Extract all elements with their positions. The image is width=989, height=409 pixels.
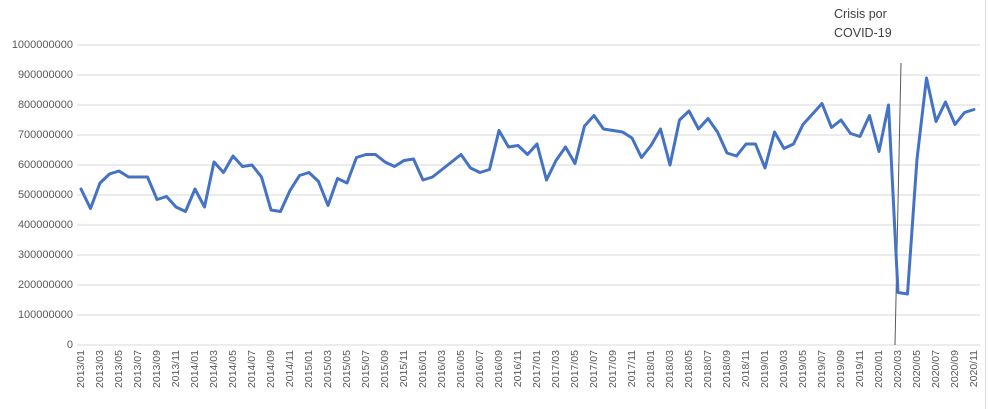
y-axis-tick-label: 1000000000 — [11, 39, 73, 51]
x-axis-tick-label: 2017/11 — [626, 350, 638, 388]
y-axis-tick-label: 900000000 — [17, 69, 73, 81]
x-axis-tick-label: 2016/09 — [493, 350, 505, 388]
x-axis-tick-label: 2017/03 — [550, 350, 562, 388]
x-axis-tick-label: 2018/05 — [683, 350, 695, 388]
x-axis-tick-label: 2020/05 — [911, 350, 923, 388]
x-axis-tick-label: 2018/07 — [702, 350, 714, 388]
y-axis-tick-label: 200000000 — [17, 279, 73, 291]
x-axis-tick-label: 2013/05 — [113, 350, 125, 388]
y-axis-tick-label: 400000000 — [17, 219, 73, 231]
x-axis-tick-label: 2014/07 — [246, 350, 258, 388]
data-series-line — [79, 76, 976, 296]
x-axis-tick-label: 2014/11 — [284, 350, 296, 388]
chart-border — [985, 0, 986, 409]
x-axis-tick-label: 2015/11 — [398, 350, 410, 388]
x-axis-tick-label: 2015/05 — [341, 350, 353, 388]
x-axis-tick-label: 2020/07 — [930, 350, 942, 388]
x-axis-tick-label: 2018/11 — [740, 350, 752, 388]
x-axis-tick-label: 2020/03 — [892, 350, 904, 388]
x-axis-tick-label: 2019/09 — [835, 350, 847, 388]
x-axis-tick-label: 2019/07 — [816, 350, 828, 388]
x-axis-tick-label: 2014/01 — [189, 350, 201, 388]
x-axis-tick-label: 2019/05 — [797, 350, 809, 388]
x-axis-tick-label: 2016/03 — [436, 350, 448, 388]
y-axis-tick-label: 500000000 — [17, 189, 73, 201]
x-axis-tick-label: 2020/01 — [873, 350, 885, 388]
x-axis-tick-label: 2020/11 — [968, 350, 980, 388]
x-axis-tick-label: 2015/03 — [322, 350, 334, 388]
x-axis-tick-label: 2013/11 — [170, 350, 182, 388]
x-axis-tick-label: 2014/09 — [265, 350, 277, 388]
x-axis-tick-label: 2019/01 — [759, 350, 771, 388]
y-axis-tick-label: 300000000 — [17, 249, 73, 261]
y-axis-tick-label: 700000000 — [17, 129, 73, 141]
x-axis-tick-label: 2013/09 — [151, 350, 163, 388]
x-axis-tick-label: 2016/01 — [417, 350, 429, 388]
x-axis-tick-label: 2017/07 — [588, 350, 600, 388]
y-axis-tick-label: 600000000 — [17, 159, 73, 171]
x-axis-tick-label: 2014/05 — [227, 350, 239, 388]
x-axis-tick-label: 2015/09 — [379, 350, 391, 388]
annotation-textbox[interactable]: Crisis por COVID-19 — [834, 7, 892, 40]
y-axis-tick-label: 0 — [66, 339, 73, 351]
y-axis-tick-label: 800000000 — [17, 99, 73, 111]
x-axis-tick-label: 2018/09 — [721, 350, 733, 388]
x-axis-tick-label: 2016/11 — [512, 350, 524, 388]
x-axis-tick-label: 2016/05 — [455, 350, 467, 388]
x-axis-tick-label: 2013/01 — [75, 350, 87, 388]
x-axis-tick-label: 2019/11 — [854, 350, 866, 388]
x-axis-tick-label: 2019/03 — [778, 350, 790, 388]
x-axis-tick-label: 2015/01 — [303, 350, 315, 388]
x-axis-tick-label: 2016/07 — [474, 350, 486, 388]
x-axis-tick-label: 2017/01 — [531, 350, 543, 388]
y-axis-tick-label: 100000000 — [17, 309, 73, 321]
annotation-leader-line — [894, 62, 902, 346]
x-axis-tick-label: 2013/03 — [94, 350, 106, 388]
x-axis-tick-label: 2015/07 — [360, 350, 372, 388]
x-axis-tick-label: 2014/03 — [208, 350, 220, 388]
x-axis-tick-label: 2013/07 — [132, 350, 144, 388]
x-axis-tick-label: 2020/09 — [949, 350, 961, 388]
x-axis-tick-label: 2018/03 — [664, 350, 676, 388]
x-axis-tick-label: 2018/01 — [645, 350, 657, 388]
x-axis-tick-label: 2017/05 — [569, 350, 581, 388]
x-axis-tick-label: 2017/09 — [607, 350, 619, 388]
